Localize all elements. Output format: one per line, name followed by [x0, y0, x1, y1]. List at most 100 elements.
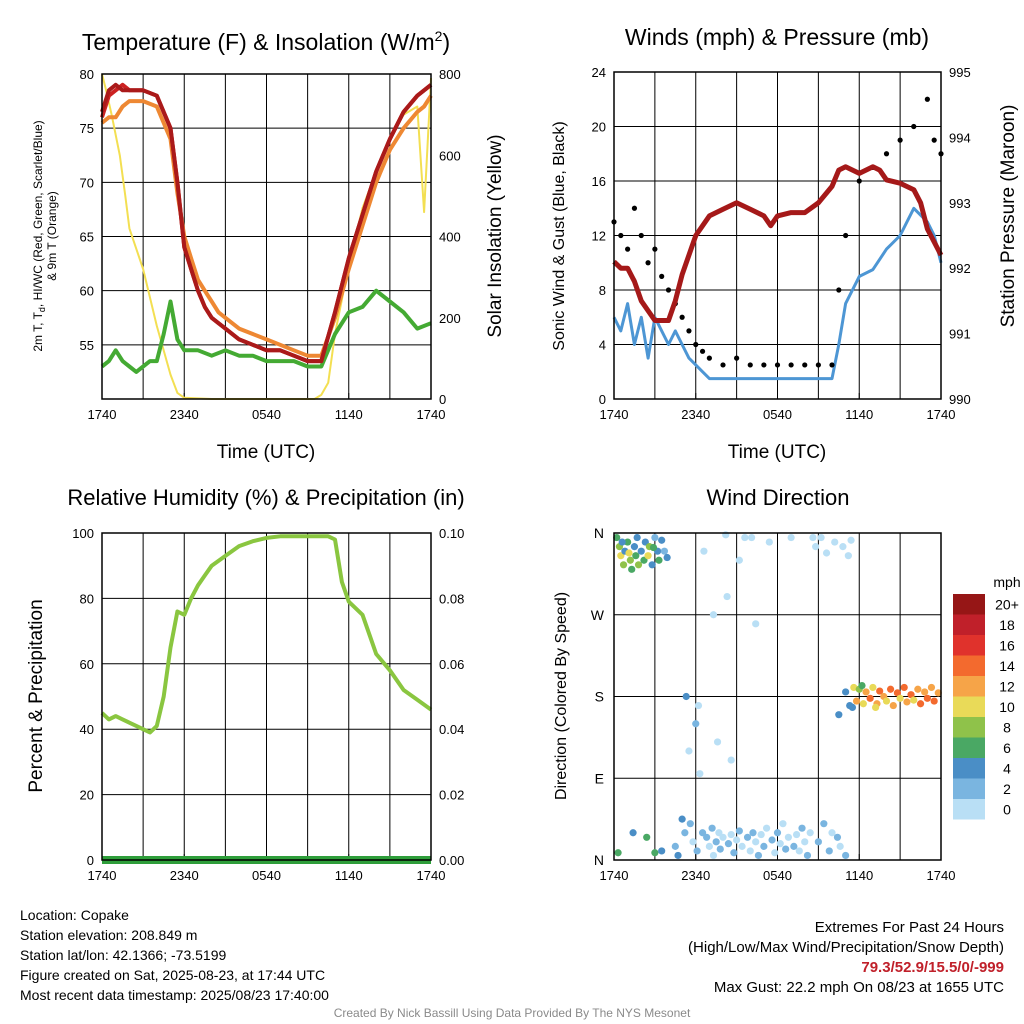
wind-y-tick-label: 12 [592, 229, 606, 244]
legend-label: 18 [999, 617, 1015, 633]
humidity-panel-title: Relative Humidity (%) & Precipitation (i… [67, 485, 464, 510]
direction-point [733, 836, 741, 844]
direction-point [694, 701, 703, 710]
direction-point [812, 543, 820, 551]
temperature-right-axis-label: Solar Insolation (Yellow) [485, 134, 506, 337]
direction-point [723, 592, 731, 601]
direction-point [831, 538, 839, 546]
direction-point [693, 847, 701, 855]
wind-y-tick-label: 24 [592, 65, 606, 80]
precip-y-tick-label: 0.00 [439, 853, 464, 868]
direction-point [795, 847, 803, 855]
direction-point [798, 824, 806, 832]
direction-point [910, 696, 918, 704]
legend-label: 8 [1003, 719, 1011, 735]
winds-x-axis-label: Time (UTC) [728, 442, 827, 463]
legend-label: 6 [1003, 740, 1011, 756]
rh-y-tick-label: 0 [87, 853, 94, 868]
direction-point [923, 694, 931, 702]
station-info: Location: Copake Station elevation: 208.… [20, 905, 329, 1005]
direction-point [882, 697, 891, 705]
dir-x-tick-label: 1740 [600, 868, 629, 883]
gust-point [911, 123, 917, 130]
temp-y-tick-label: 60 [80, 284, 94, 299]
direction-point [674, 851, 682, 860]
gust-point [638, 232, 644, 239]
dir-x-tick-label: 1140 [845, 868, 873, 883]
insolation-y-tick-label: 200 [439, 311, 461, 326]
station-location: Location: Copake [20, 907, 129, 923]
direction-point [633, 533, 641, 542]
direction-point [896, 694, 904, 702]
direction-point [618, 538, 626, 546]
gust-point [720, 362, 726, 368]
direction-point [836, 842, 844, 850]
direction-point [700, 547, 708, 555]
legend-swatch [953, 655, 985, 676]
direction-point [828, 829, 836, 837]
winds-left-axis-label: Sonic Wind & Gust (Blue, Black) [551, 121, 568, 350]
legend-label: 12 [999, 678, 1015, 694]
legend-title: mph [993, 574, 1020, 590]
direction-point [833, 833, 842, 841]
direction-point [820, 820, 828, 828]
rh-y-tick-label: 100 [72, 526, 94, 541]
direction-point [649, 543, 658, 552]
legend-label: 10 [999, 699, 1015, 715]
dir-plot-frame [613, 532, 942, 861]
temp-x-tick-label: 1140 [335, 407, 363, 422]
rh-y-tick-label: 60 [80, 657, 94, 672]
legend-swatch [953, 778, 985, 799]
direction-point [663, 553, 671, 562]
direction-point [773, 829, 782, 837]
temperature-panel-title: Temperature (F) & Insolation (W/m2) [82, 28, 450, 55]
direction-point [630, 543, 639, 551]
direction-point [903, 698, 911, 706]
legend-label: 2 [1003, 781, 1011, 797]
humidity-left-axis-label: Percent & Precipitation [26, 599, 47, 792]
direction-point [681, 829, 689, 837]
direction-point [889, 701, 897, 710]
direction-point [842, 688, 850, 696]
wind-x-tick-label: 1740 [927, 407, 956, 422]
gust-point [686, 328, 692, 334]
temp-series-hi-wc [100, 82, 433, 364]
gust-point [829, 362, 835, 368]
direction-point [893, 689, 902, 697]
dir-x-tick-label: 2340 [681, 868, 710, 883]
temperature-left-axis-label-line2: & 9m T (Orange) [45, 191, 59, 281]
pressure-y-tick-label: 993 [949, 196, 971, 211]
direction-point [842, 851, 850, 860]
direction-point [629, 829, 637, 837]
direction-point [724, 840, 733, 848]
gust-point [883, 151, 890, 157]
direction-point [614, 849, 622, 857]
dir-y-tick-label: N [594, 525, 604, 541]
direction-point [619, 561, 628, 569]
direction-point [730, 849, 738, 857]
pressure-y-tick-label: 991 [949, 327, 971, 342]
direction-point [872, 703, 880, 712]
direction-point [686, 820, 694, 828]
legend-swatch [953, 594, 985, 615]
station-elevation: Station elevation: 208.849 m [20, 927, 198, 943]
gust-point [625, 246, 631, 252]
direction-point [703, 833, 711, 841]
recent-timestamp: Most recent data timestamp: 2025/08/23 1… [20, 987, 329, 1003]
direction-point [738, 842, 746, 850]
dir-y-tick-label: S [595, 689, 604, 705]
direction-point [625, 549, 633, 557]
direction-point [825, 847, 833, 855]
direction-point [934, 689, 942, 697]
direction-point [852, 697, 861, 705]
legend-swatch [953, 737, 985, 758]
direction-point [914, 685, 922, 693]
extremes-title: Extremes For Past 24 Hours [814, 919, 1004, 936]
direction-point [771, 849, 779, 857]
direction-point [876, 687, 884, 695]
gust-point [856, 178, 862, 184]
direction-point [765, 538, 773, 546]
temp-series-td [100, 288, 432, 374]
gust-point [774, 362, 781, 368]
